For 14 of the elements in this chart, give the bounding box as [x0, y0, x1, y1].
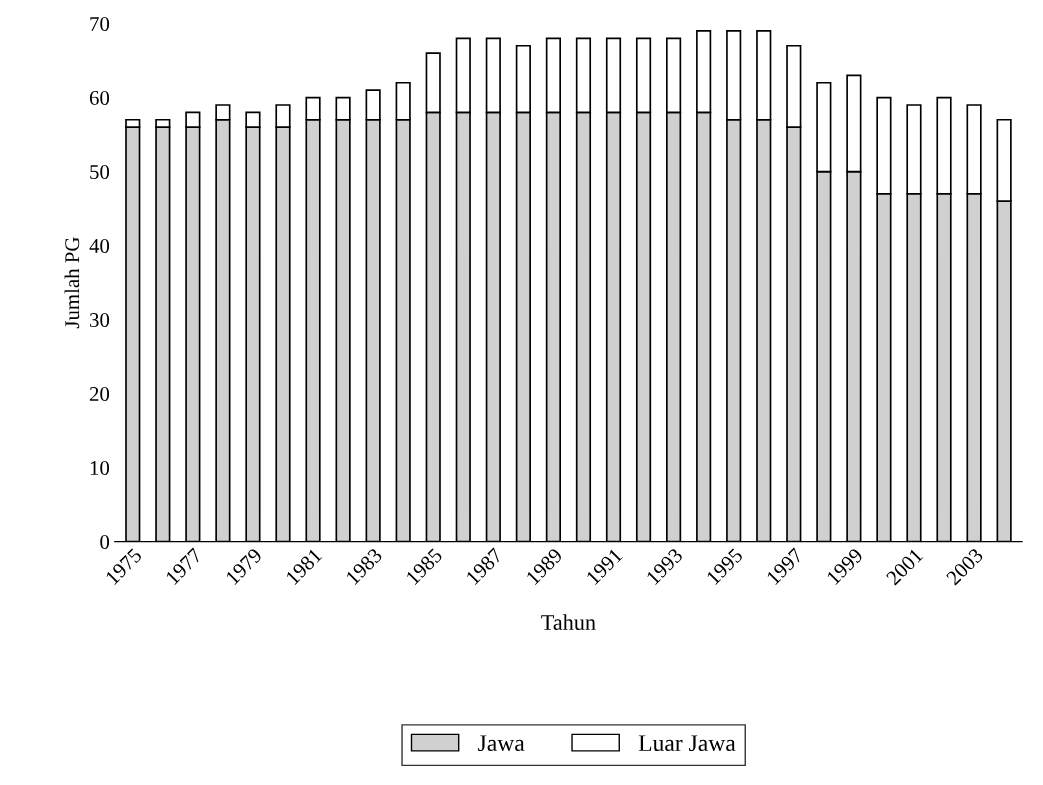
- y-tick-label: 30: [90, 312, 110, 328]
- y-axis-title: Jumlah PG: [64, 237, 80, 329]
- x-tick-label: 1981: [285, 547, 323, 586]
- y-tick-label: 40: [89, 238, 110, 254]
- y-tick-label: 10: [90, 461, 110, 476]
- legend-label: Jawa: [478, 735, 525, 752]
- x-axis-title: Tahun: [541, 614, 596, 630]
- legend-label: Luar Jawa: [638, 735, 736, 752]
- y-tick-label: 60: [89, 90, 110, 105]
- x-tick-label: 1991: [585, 547, 623, 586]
- y-tick-label: 20: [89, 387, 110, 402]
- y-tick-label: 0: [100, 535, 110, 550]
- y-tick-label: 70: [90, 16, 110, 31]
- y-tick-label: 50: [90, 164, 110, 180]
